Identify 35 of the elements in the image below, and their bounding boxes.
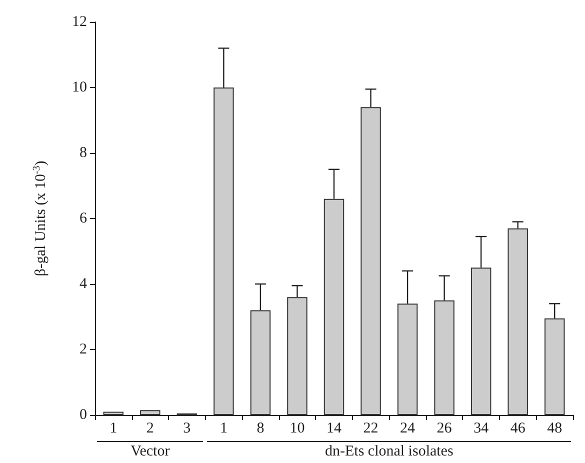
bar	[397, 304, 418, 415]
y-axis-title: β-gal Units (x 10-3)	[32, 160, 49, 276]
x-tick-label: 26	[436, 420, 452, 436]
x-tick-label: 3	[183, 420, 191, 436]
x-tick-label: 46	[510, 420, 526, 436]
x-tick-label: 14	[326, 420, 342, 436]
x-tick-label: 48	[547, 420, 562, 436]
text: Vector	[130, 444, 170, 460]
y-tick-label: 0	[80, 407, 87, 423]
y-tick-label: 8	[80, 145, 87, 161]
bar	[470, 268, 492, 415]
bar	[360, 107, 381, 415]
bar	[140, 410, 160, 415]
x-tick-label: 1	[220, 420, 228, 436]
y-tick-label: 6	[80, 210, 88, 226]
bar	[434, 300, 454, 415]
x-tick-label: 8	[256, 420, 264, 436]
y-tick-label: 12	[72, 14, 87, 30]
y-tick-label: 2	[80, 342, 87, 358]
x-tick-label: 10	[290, 420, 305, 436]
bar	[287, 297, 308, 415]
x-tick-label: 34	[474, 420, 490, 436]
x-tick-label: 22	[363, 420, 378, 436]
y-tick-label: 4	[80, 276, 88, 292]
bar	[250, 310, 271, 415]
bar	[103, 412, 124, 415]
bar	[544, 318, 565, 415]
x-tick-label: 24	[400, 420, 416, 436]
bar	[508, 228, 528, 415]
x-tick-label: 2	[146, 420, 154, 436]
x-tick-label: 1	[110, 420, 118, 436]
text: dn-Ets clonal isolates	[325, 444, 454, 460]
bar	[324, 198, 344, 415]
y-tick-label: 10	[72, 80, 87, 96]
bar	[214, 88, 234, 415]
